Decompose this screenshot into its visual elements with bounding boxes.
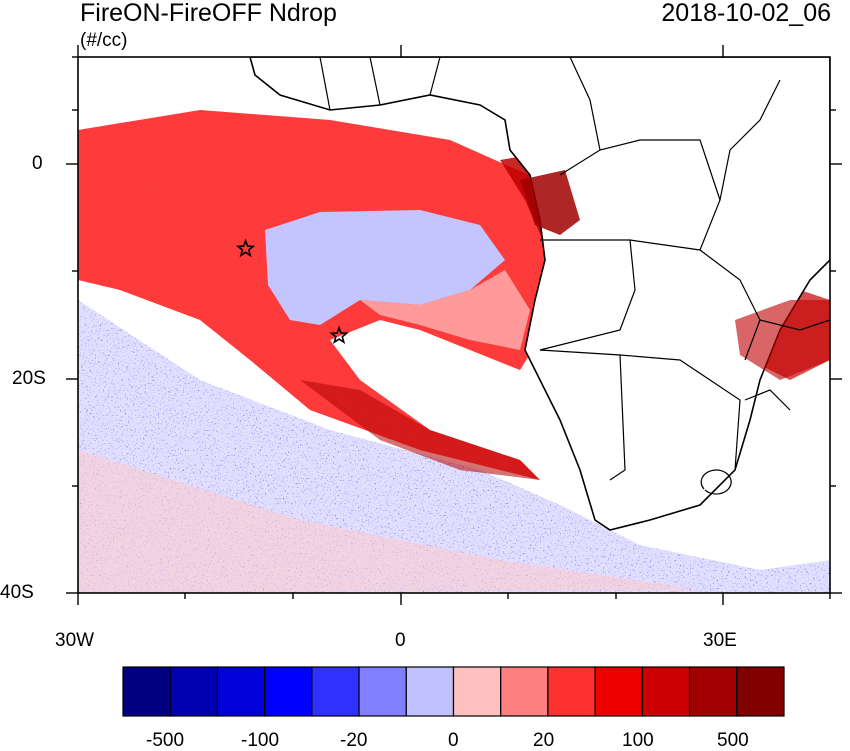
axis-ticks [66,45,842,605]
colorbar-label-neg20: -20 [340,730,368,751]
plot-title: FireON-FireOFF Ndrop [80,0,337,27]
southern-ocean-pink [78,450,700,593]
x-tick-label-30e: 30E [703,630,737,651]
plume-core-decrease [265,210,505,325]
colorbar-swatch [547,666,596,717]
land-fire-region [520,170,580,235]
star-markers [235,238,349,345]
x-tick-label-0: 0 [395,630,406,651]
land-fire-region-east [735,300,830,380]
units-label: (#/cc) [80,30,128,51]
colorbar-swatch [736,666,785,717]
star-marker-st-helena-region [329,325,349,345]
colorbar-swatch [500,666,549,717]
x-tick-label-30w: 30W [55,630,95,651]
colorbar-label-500: 500 [717,730,749,751]
colorbar [122,666,785,717]
colorbar-label-100: 100 [622,730,654,751]
colorbar-label-neg500: -500 [146,730,185,751]
y-tick-label-20s: 20S [12,368,46,389]
colorbar-label-neg100: -100 [241,730,280,751]
colorbar-swatch [264,666,313,717]
colorbar-swatch [594,666,643,717]
colorbar-swatch [688,666,738,717]
map-field [78,57,830,593]
colorbar-swatch [405,666,455,717]
colorbar-swatch [122,666,171,717]
colorbar-swatch [216,666,266,717]
colorbar-swatch [452,666,502,717]
plume-south-edge [300,380,540,480]
y-tick-label-40s: 40S [0,582,34,603]
country-borders [319,57,830,495]
colorbar-swatch [311,666,360,717]
colorbar-swatch [169,666,219,717]
colorbar-label-20: 20 [533,730,555,751]
colorbar-swatch [641,666,691,717]
colorbar-label-0: 0 [448,730,459,751]
star-marker-ascension-region [235,238,256,258]
y-tick-label-0: 0 [32,153,43,174]
map-frame [77,56,831,594]
plot-date: 2018-10-02_06 [661,0,831,27]
colorbar-swatch [358,666,407,717]
plume-core-pink [360,270,530,350]
